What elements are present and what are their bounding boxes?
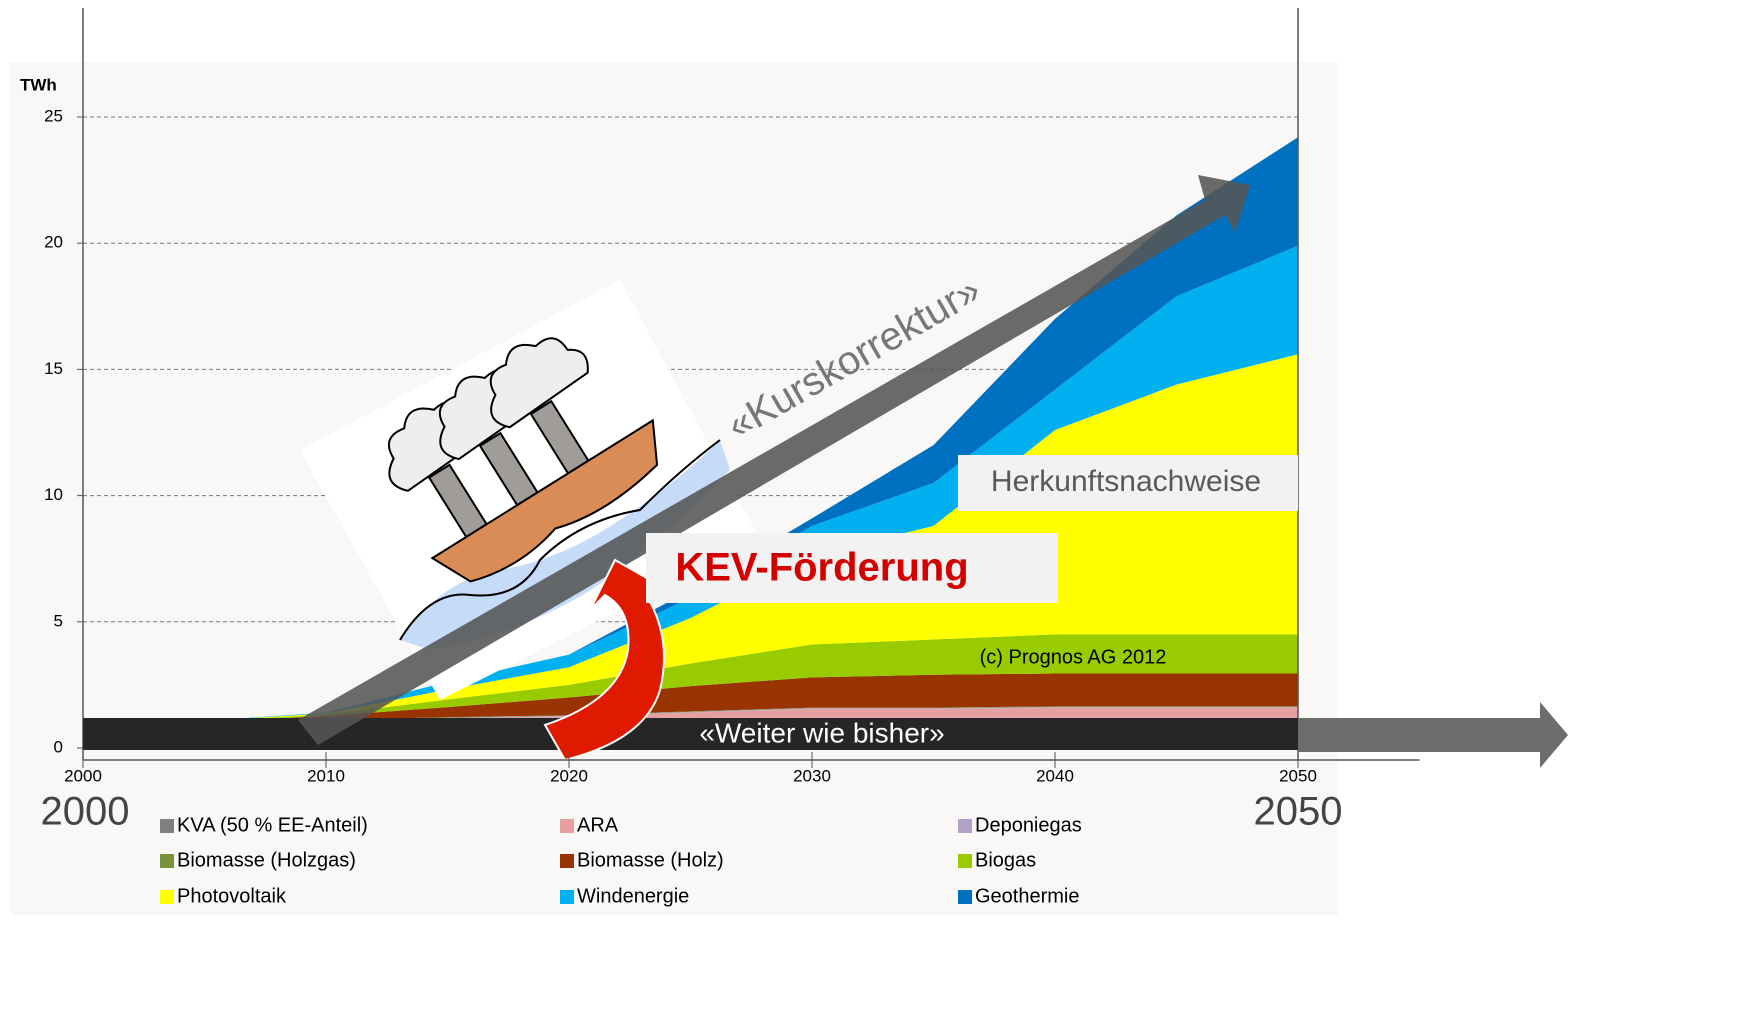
hkn-label: Herkunftsnachweise [991,465,1261,498]
y-axis-label: TWh [20,75,57,94]
legend-swatch [160,819,174,833]
kev-label: KEV-Förderung [675,546,968,590]
legend-label: Photovoltaik [177,885,287,907]
legend-swatch [958,819,972,833]
legend-label: KVA (50 % EE-Anteil) [177,814,368,836]
x-tick-label: 2040 [1036,766,1074,785]
y-tick-label: 5 [54,611,63,630]
baseline-bar [83,718,1298,750]
legend-label: Biogas [975,849,1036,871]
x-tick-label: 2020 [550,766,588,785]
x-tick-label: 2010 [307,766,345,785]
baseline-label: «Weiter wie bisher» [699,717,944,748]
legend-label: Deponiegas [975,814,1082,836]
kev-box [646,533,1058,603]
copyright: (c) Prognos AG 2012 [980,646,1167,668]
legend-swatch [560,819,574,833]
y-tick-label: 10 [44,485,63,504]
legend-swatch [160,854,174,868]
arrow-kurskorrektur [298,175,1250,745]
legend-swatch [560,890,574,904]
legend-label: ARA [577,814,619,836]
hkn-box [958,455,1298,511]
y-tick-label: 15 [44,359,63,378]
legend-label: Biomasse (Holzgas) [177,849,356,871]
legend-swatch [958,854,972,868]
y-tick-label: 20 [44,233,63,252]
area [83,673,1298,729]
area [83,354,1298,727]
x-tick-label: 2000 [64,766,102,785]
x-tick-label: 2050 [1279,766,1317,785]
y-tick-label: 25 [44,106,63,125]
legend-swatch [958,890,972,904]
end-year: 2050 [1254,790,1343,834]
legend-swatch [560,854,574,868]
legend-swatch [160,890,174,904]
area [83,634,1298,728]
legend-label: Biomasse (Holz) [577,849,724,871]
start-year: 2000 [41,790,130,834]
y-tick-label: 0 [54,737,63,756]
arrow-baseline [1298,702,1568,768]
x-tick-label: 2030 [793,766,831,785]
legend-label: Windenergie [577,885,689,907]
legend-label: Geothermie [975,885,1080,907]
